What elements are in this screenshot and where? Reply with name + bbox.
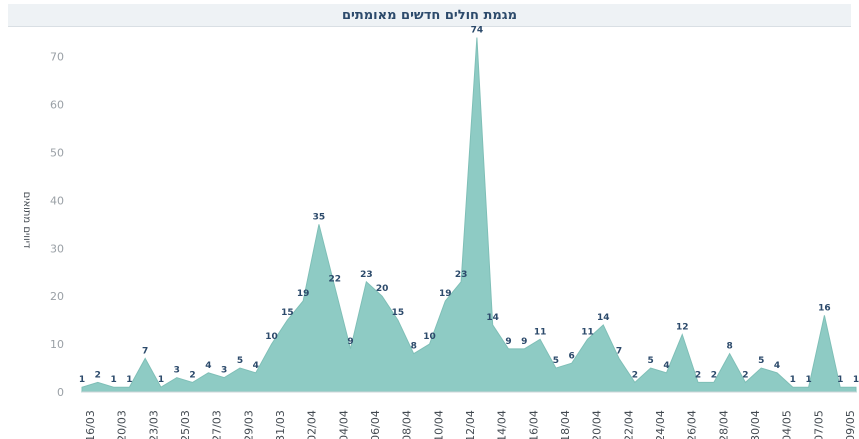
- x-tick-label: 26/04: [686, 410, 699, 439]
- data-label: 3: [221, 366, 227, 376]
- x-tick-label: 29/03: [242, 410, 255, 439]
- data-label: 5: [553, 356, 559, 366]
- data-label: 74: [471, 26, 484, 36]
- x-tick-label: 20/04: [591, 410, 604, 439]
- y-axis: 0 10 20 30 40 50 60 70: [50, 51, 64, 399]
- data-label: 4: [663, 361, 669, 371]
- chart-title: מגמת חולים חדשים מאומתים: [341, 7, 518, 23]
- data-label: 4: [253, 361, 259, 371]
- data-label: 5: [758, 356, 764, 366]
- x-tick-label: 09/05: [844, 410, 857, 439]
- data-label: 7: [616, 346, 622, 356]
- y-tick-label: 10: [50, 338, 64, 351]
- data-label: 1: [853, 375, 859, 385]
- y-tick-label: 50: [50, 147, 64, 160]
- x-tick-label: 16/03: [84, 410, 97, 439]
- x-tick-label: 07/05: [812, 410, 825, 439]
- data-label: 5: [237, 356, 243, 366]
- data-label: 10: [265, 332, 278, 342]
- x-tick-label: 25/03: [179, 410, 192, 439]
- data-label: 23: [360, 270, 373, 280]
- x-tick-label: 20/03: [116, 410, 129, 439]
- data-label: 1: [126, 375, 132, 385]
- x-tick-label: 31/03: [274, 410, 287, 439]
- data-label: 2: [632, 370, 638, 380]
- data-label: 20: [376, 284, 389, 294]
- data-label: 9: [505, 337, 511, 347]
- data-label: 2: [189, 370, 195, 380]
- x-tick-label: 02/04: [306, 410, 319, 439]
- data-label: 35: [313, 212, 326, 222]
- data-label: 1: [110, 375, 116, 385]
- data-label: 1: [837, 375, 843, 385]
- data-label: 1: [790, 375, 796, 385]
- data-label: 2: [695, 370, 701, 380]
- x-tick-label: 28/04: [717, 410, 730, 439]
- data-label: 10: [423, 332, 436, 342]
- y-tick-label: 60: [50, 99, 64, 112]
- chart-title-bar: מגמת חולים חדשים מאומתים: [8, 4, 851, 27]
- series-area: [81, 37, 857, 393]
- data-label: 14: [486, 313, 499, 323]
- x-tick-label: 23/03: [147, 410, 160, 439]
- data-label: 1: [158, 375, 164, 385]
- data-label: 19: [439, 289, 452, 299]
- data-label: 2: [711, 370, 717, 380]
- data-label: 8: [411, 342, 417, 352]
- data-label: 3: [174, 366, 180, 376]
- data-label: 15: [281, 308, 294, 318]
- data-label: 12: [676, 323, 689, 333]
- data-label: 23: [455, 270, 468, 280]
- x-tick-label: 30/04: [749, 410, 762, 439]
- x-tick-label: 14/04: [496, 410, 509, 439]
- data-label: 16: [818, 303, 831, 313]
- y-tick-label: 40: [50, 194, 64, 207]
- x-axis: 16/03 20/03 23/03 25/03 27/03 29/03 31/03 02/04…: [84, 410, 857, 439]
- x-tick-label: 04/04: [337, 410, 350, 439]
- data-label: 8: [726, 342, 732, 352]
- data-label: 6: [569, 351, 575, 361]
- data-label: 15: [392, 308, 405, 318]
- x-tick-label: 06/04: [369, 410, 382, 439]
- y-tick-label: 30: [50, 242, 64, 255]
- x-tick-label: 10/04: [432, 410, 445, 439]
- x-tick-label: 04/05: [781, 410, 794, 439]
- data-label: 1: [79, 375, 85, 385]
- data-label: 5: [648, 356, 654, 366]
- data-label: 22: [328, 275, 341, 285]
- data-label: 11: [534, 327, 547, 337]
- data-label: 1: [805, 375, 811, 385]
- data-label: 2: [742, 370, 748, 380]
- x-tick-label: 27/03: [211, 410, 224, 439]
- data-label: 11: [581, 327, 594, 337]
- y-axis-label: דיווים מתואים: [21, 192, 32, 249]
- x-tick-label: 12/04: [464, 410, 477, 439]
- x-tick-label: 24/04: [654, 410, 667, 439]
- data-label: 2: [95, 370, 101, 380]
- data-label: 4: [205, 361, 211, 371]
- data-label: 19: [297, 289, 310, 299]
- data-label: 7: [142, 346, 148, 356]
- data-label: 9: [521, 337, 527, 347]
- y-tick-label: 70: [50, 51, 64, 64]
- area-series: [81, 37, 857, 393]
- y-tick-label: 20: [50, 290, 64, 303]
- data-label: 4: [774, 361, 780, 371]
- x-tick-label: 08/04: [401, 410, 414, 439]
- x-tick-label: 18/04: [559, 410, 572, 439]
- x-tick-label: 16/04: [527, 410, 540, 439]
- data-label: 14: [597, 313, 610, 323]
- x-tick-label: 22/04: [622, 410, 635, 439]
- y-tick-label: 0: [57, 386, 64, 399]
- data-label: 9: [347, 337, 353, 347]
